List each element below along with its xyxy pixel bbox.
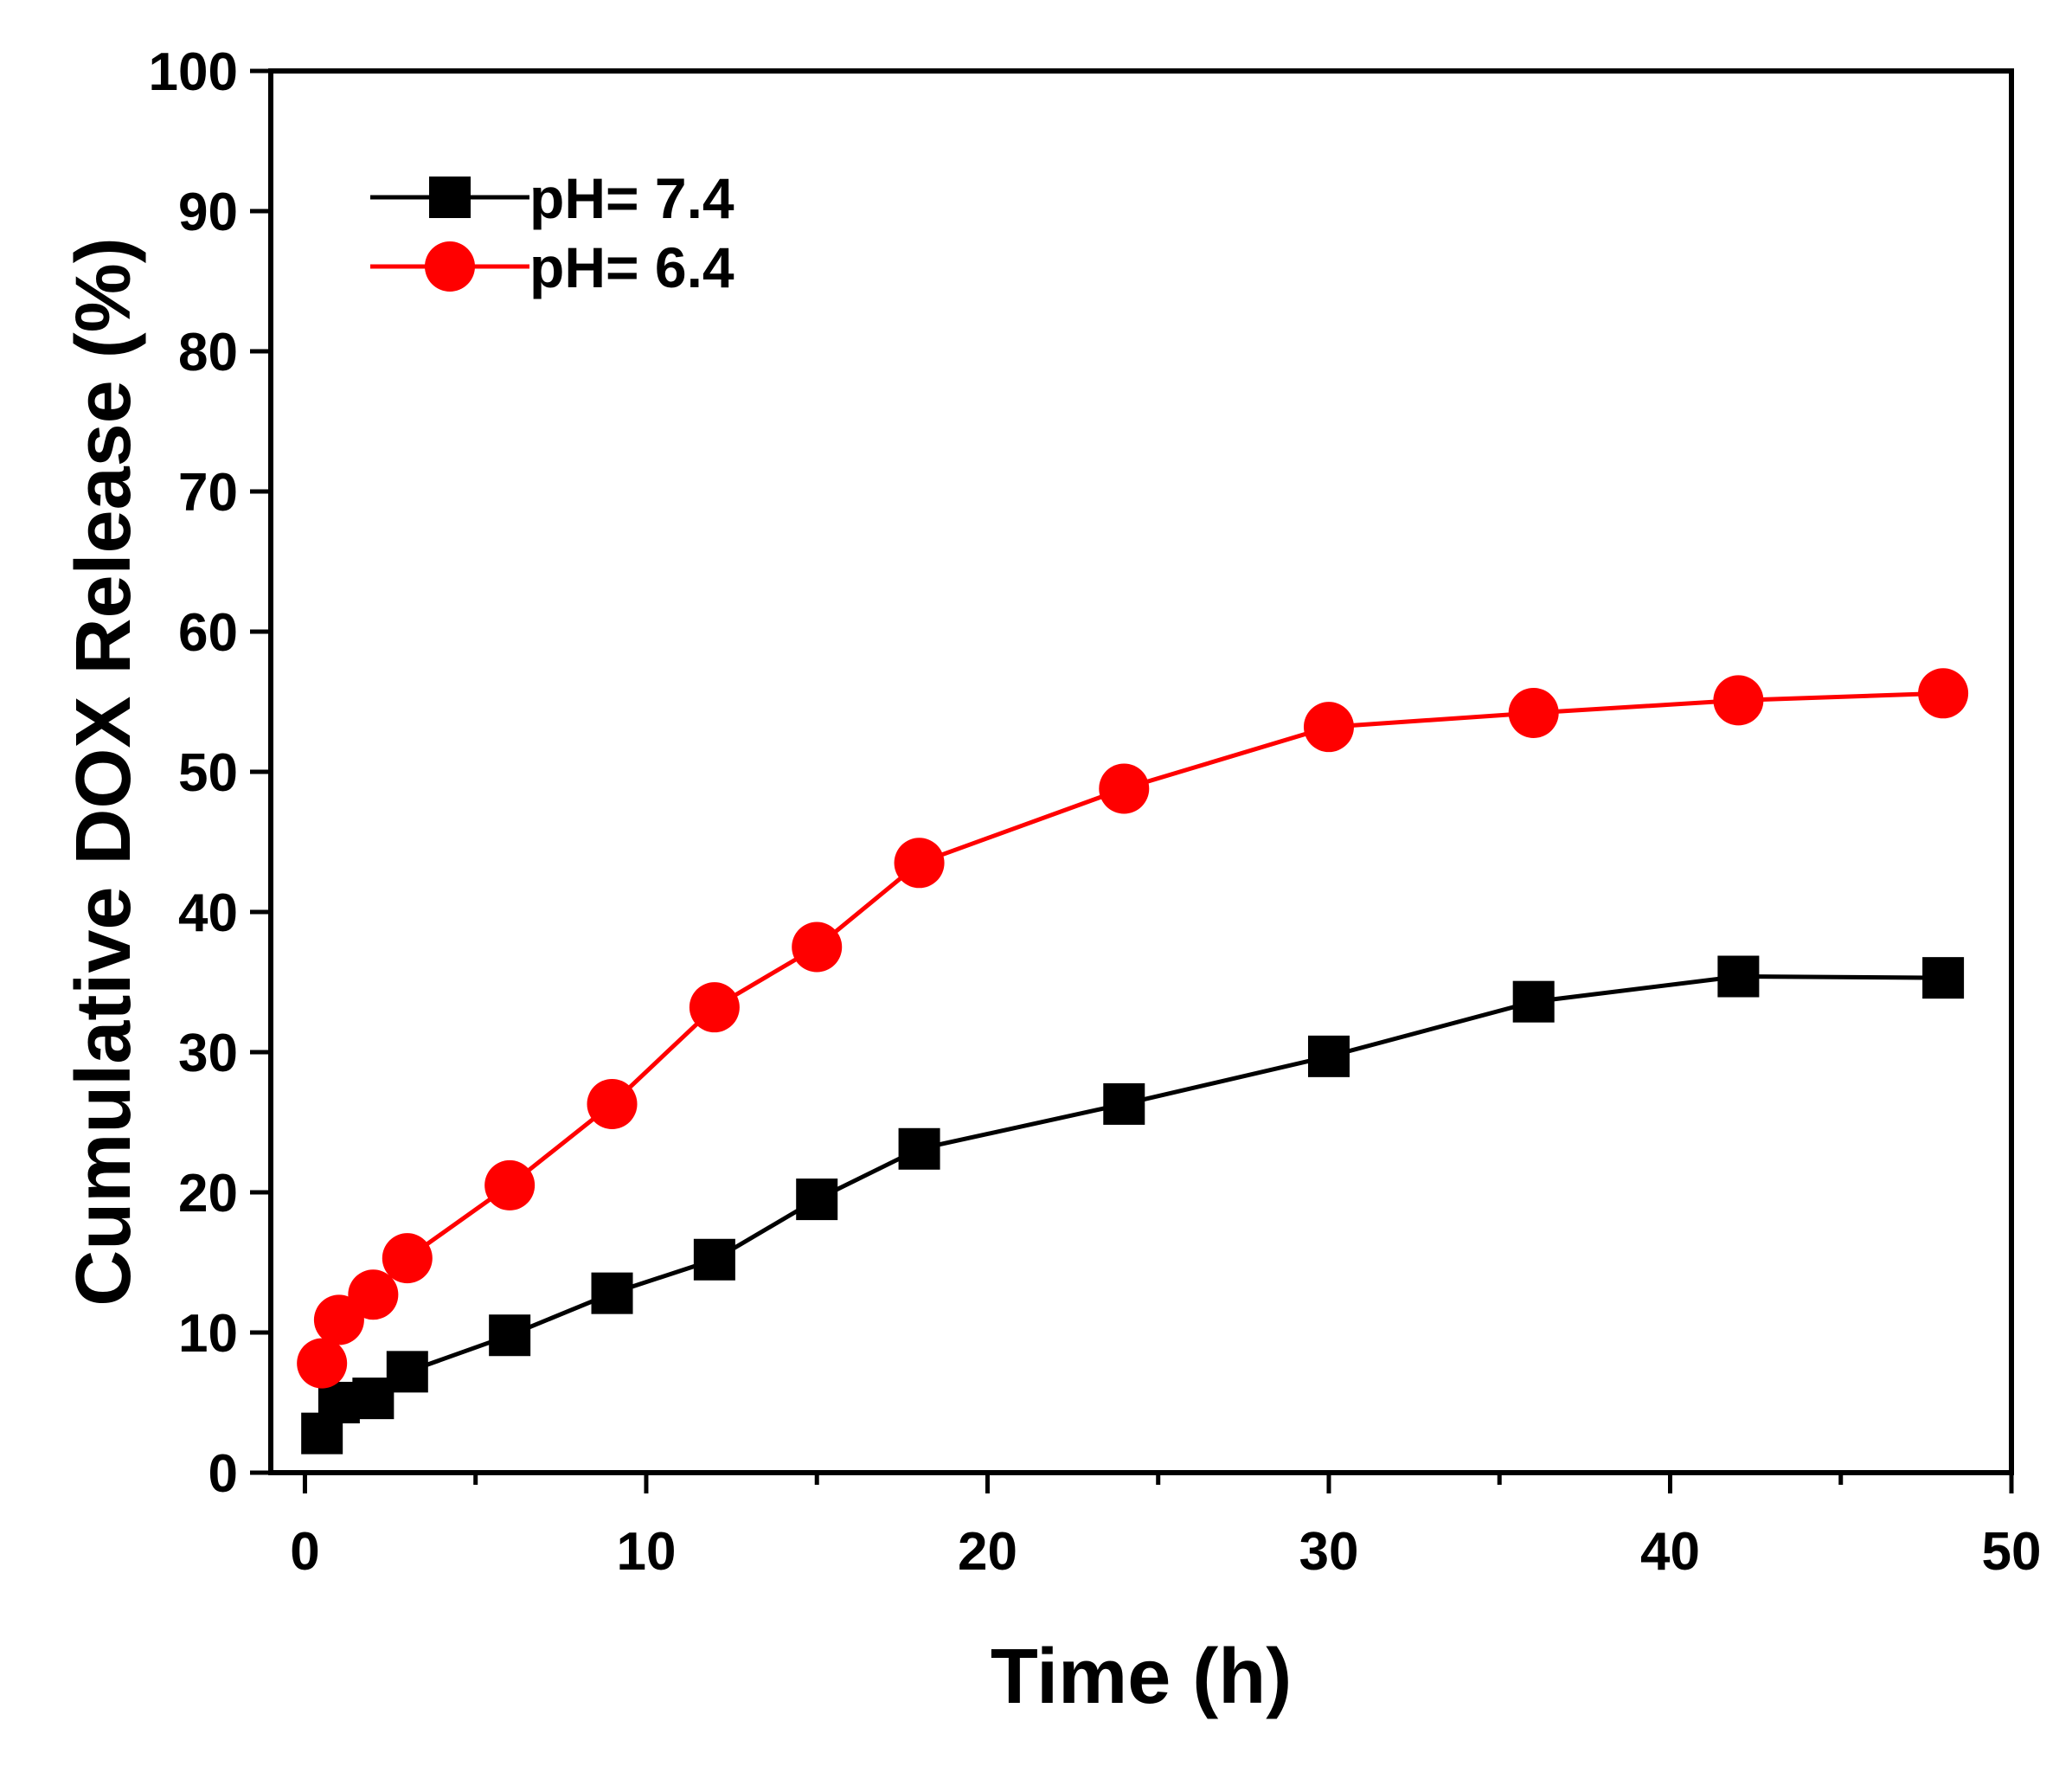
- y-tick-label: 30: [178, 1024, 238, 1083]
- data-point: [484, 1159, 536, 1211]
- x-tick-label: 50: [1982, 1522, 2042, 1582]
- x-tick-label: 30: [1299, 1522, 1358, 1582]
- data-point: [894, 838, 945, 889]
- legend-marker: [425, 241, 475, 292]
- data-point: [796, 1178, 838, 1221]
- y-axis-title: Cumulative DOX Release (%): [61, 237, 147, 1306]
- x-tick-label: 0: [290, 1522, 319, 1582]
- data-point: [587, 1078, 638, 1129]
- data-point: [693, 1238, 735, 1281]
- legend-label: pH= 6.4: [529, 235, 735, 299]
- y-tick-label: 70: [178, 463, 238, 523]
- data-point: [386, 1351, 428, 1393]
- y-tick-label: 100: [149, 42, 238, 102]
- data-point: [1307, 1035, 1350, 1077]
- x-tick-label: 10: [616, 1522, 676, 1582]
- series-2: [297, 668, 1969, 1389]
- data-point: [1713, 675, 1764, 726]
- data-point: [489, 1314, 531, 1357]
- data-point: [1303, 702, 1354, 753]
- y-tick-label: 50: [178, 743, 238, 803]
- data-point: [792, 922, 843, 973]
- data-point: [382, 1233, 433, 1284]
- y-tick-label: 80: [178, 323, 238, 382]
- y-tick-label: 40: [178, 883, 238, 943]
- data-point: [591, 1272, 633, 1314]
- plot-layer: [297, 668, 1969, 1455]
- data-point: [689, 982, 740, 1033]
- y-tick-label: 90: [178, 183, 238, 242]
- legend-item: pH= 7.4: [370, 166, 735, 230]
- data-point: [898, 1127, 940, 1170]
- data-point: [1508, 687, 1559, 738]
- data-point: [1717, 955, 1760, 998]
- data-point: [1922, 957, 1965, 999]
- legend-label: pH= 7.4: [529, 166, 735, 230]
- y-tick-label: 0: [208, 1444, 238, 1504]
- axis-layer: 0 10 20 30 40 50 60 70 80 90 100 0 10 20 30 40 50: [149, 42, 2042, 1582]
- legend-item: pH= 6.4: [370, 235, 735, 299]
- data-point: [1099, 763, 1150, 814]
- legend: pH= 7.4pH= 6.4: [370, 166, 735, 299]
- x-tick-label: 40: [1640, 1522, 1700, 1582]
- data-point: [297, 1338, 348, 1389]
- y-tick-label: 60: [178, 603, 238, 663]
- legend-marker: [429, 177, 471, 218]
- y-tick-label: 20: [178, 1164, 238, 1223]
- series-1: [301, 955, 1965, 1455]
- data-point: [348, 1269, 399, 1320]
- data-point: [1103, 1082, 1145, 1125]
- data-point: [1918, 668, 1969, 719]
- data-point: [1512, 980, 1555, 1023]
- y-tick-label: 10: [178, 1304, 238, 1364]
- x-axis-title: Time (h): [991, 1634, 1292, 1720]
- x-tick-label: 20: [958, 1522, 1017, 1582]
